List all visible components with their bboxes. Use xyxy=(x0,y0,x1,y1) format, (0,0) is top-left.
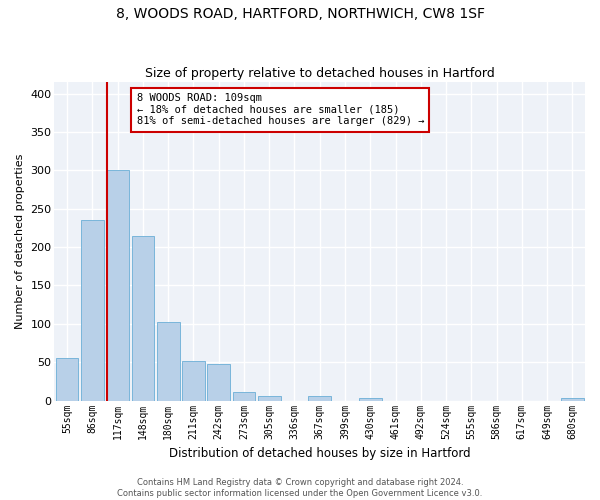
Bar xyxy=(359,398,382,400)
Text: 8 WOODS ROAD: 109sqm
← 18% of detached houses are smaller (185)
81% of semi-deta: 8 WOODS ROAD: 109sqm ← 18% of detached h… xyxy=(137,93,424,126)
Text: 8, WOODS ROAD, HARTFORD, NORTHWICH, CW8 1SF: 8, WOODS ROAD, HARTFORD, NORTHWICH, CW8 … xyxy=(115,8,485,22)
Text: Contains HM Land Registry data © Crown copyright and database right 2024.
Contai: Contains HM Land Registry data © Crown c… xyxy=(118,478,482,498)
Bar xyxy=(561,398,584,400)
Bar xyxy=(157,322,179,400)
Bar xyxy=(131,236,154,400)
Bar xyxy=(106,170,129,400)
Bar xyxy=(208,364,230,401)
Title: Size of property relative to detached houses in Hartford: Size of property relative to detached ho… xyxy=(145,66,494,80)
Bar xyxy=(233,392,256,400)
Bar xyxy=(56,358,79,401)
Bar xyxy=(81,220,104,400)
Bar xyxy=(258,396,281,400)
X-axis label: Distribution of detached houses by size in Hartford: Distribution of detached houses by size … xyxy=(169,447,470,460)
Y-axis label: Number of detached properties: Number of detached properties xyxy=(15,154,25,329)
Bar xyxy=(308,396,331,400)
Bar xyxy=(182,360,205,401)
